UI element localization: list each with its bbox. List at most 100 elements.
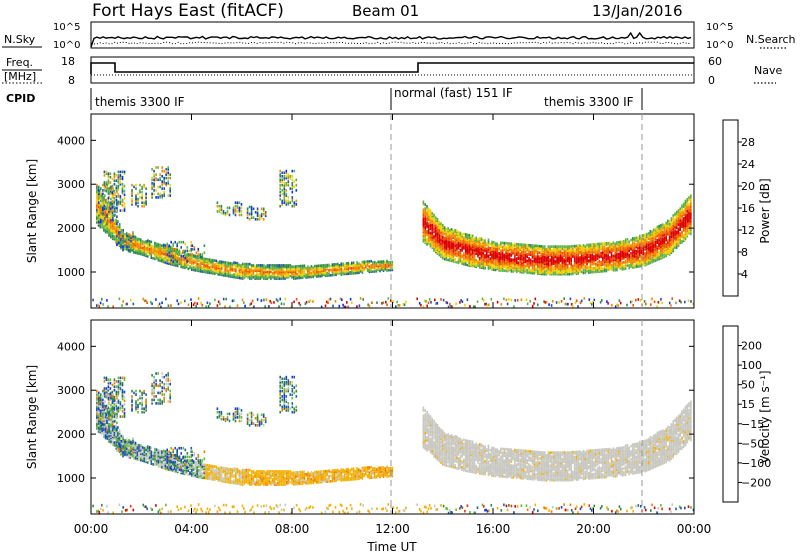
power-cell: [487, 238, 490, 242]
power-cell: [586, 262, 588, 265]
power-cell: [164, 249, 167, 253]
power-cell: [176, 242, 178, 246]
power-cell: [301, 272, 304, 276]
power-cell: [559, 250, 562, 254]
power-cell: [435, 229, 437, 233]
power-cell: [210, 258, 212, 262]
power-cell: [579, 250, 581, 254]
power-cell: [198, 255, 200, 258]
power-cell: [538, 268, 541, 272]
power-cell: [556, 271, 558, 275]
power-cell: [121, 188, 124, 191]
power-cell: [677, 223, 680, 227]
power-cell: [519, 266, 521, 270]
power-cell: [123, 172, 126, 175]
power-cell: [573, 260, 576, 264]
power-cell: [196, 266, 198, 270]
power-cell: [125, 236, 128, 239]
power-cell: [122, 248, 124, 252]
power-cell: [667, 222, 669, 225]
power-cell: [463, 245, 465, 249]
power-cell: [438, 226, 441, 229]
power-cell: [296, 275, 299, 279]
power-cell: [233, 261, 235, 264]
power-cell: [190, 247, 193, 251]
power-cell: [559, 257, 562, 260]
power-cell: [349, 263, 351, 266]
power-cell: [111, 186, 114, 189]
power-cell: [603, 247, 606, 250]
power-cell: [102, 213, 104, 217]
power-cell: [231, 265, 233, 268]
power-cell: [600, 260, 602, 264]
power-cell: [354, 263, 357, 267]
power-cell: [461, 242, 463, 246]
power-cell: [122, 238, 124, 241]
power-cell: [600, 270, 602, 273]
power-cell: [586, 256, 588, 260]
power-cell: [277, 264, 279, 267]
power-cell: [248, 205, 251, 209]
power-cell: [646, 250, 648, 253]
power-cell: [540, 245, 543, 248]
power-cell: [122, 234, 124, 238]
power-cell: [189, 257, 191, 260]
power-cell: [602, 262, 604, 265]
power-cell: [684, 212, 687, 216]
power-cell: [526, 255, 528, 259]
power-cell: [450, 259, 453, 263]
power-cell: [106, 213, 108, 217]
power-cell: [540, 268, 543, 272]
power-cell: [375, 268, 378, 272]
power-cell: [651, 237, 653, 240]
power-cell: [679, 207, 681, 210]
power-cell: [257, 268, 260, 271]
power-cell: [487, 254, 490, 257]
power-cell: [238, 270, 241, 273]
power-cell: [361, 267, 364, 270]
power-cell: [130, 248, 132, 252]
power-cell: [361, 268, 364, 272]
power-cell: [173, 254, 175, 258]
power-cell: [566, 253, 569, 256]
power-cell: [593, 257, 595, 261]
power-cell: [470, 239, 472, 243]
power-cell: [568, 267, 571, 271]
power-cell: [180, 260, 182, 263]
power-cell: [368, 266, 371, 270]
power-cell: [108, 211, 110, 215]
power-cell: [561, 271, 564, 275]
power-cell: [124, 245, 126, 248]
power-cell: [554, 261, 557, 264]
power-cell: [633, 242, 636, 245]
power-cell: [639, 241, 641, 244]
power-cell: [690, 199, 692, 203]
power-cell: [544, 255, 546, 259]
power-cell: [166, 242, 168, 246]
power-cell: [535, 270, 537, 274]
power-cell: [206, 268, 209, 272]
power-cell: [98, 222, 100, 225]
power-cell: [563, 249, 565, 252]
power-cell: [547, 269, 550, 272]
power-cell: [584, 251, 587, 255]
power-cell: [111, 200, 114, 204]
power-cell: [161, 196, 163, 199]
power-cell: [584, 253, 587, 256]
power-cell: [500, 253, 502, 256]
power-cell: [644, 233, 646, 237]
power-cell: [219, 260, 221, 263]
power-cell: [161, 187, 163, 190]
power-cell: [215, 266, 218, 269]
power-cell: [249, 268, 251, 271]
power-cell: [489, 246, 492, 250]
power-cell: [668, 253, 671, 256]
power-cell: [172, 254, 174, 258]
power-cell: [141, 240, 144, 243]
power-cell: [674, 244, 676, 247]
power-cell: [305, 276, 307, 279]
power-cell: [556, 253, 558, 256]
power-cell: [163, 187, 165, 190]
power-cell: [429, 240, 432, 244]
power-cell: [521, 269, 523, 273]
